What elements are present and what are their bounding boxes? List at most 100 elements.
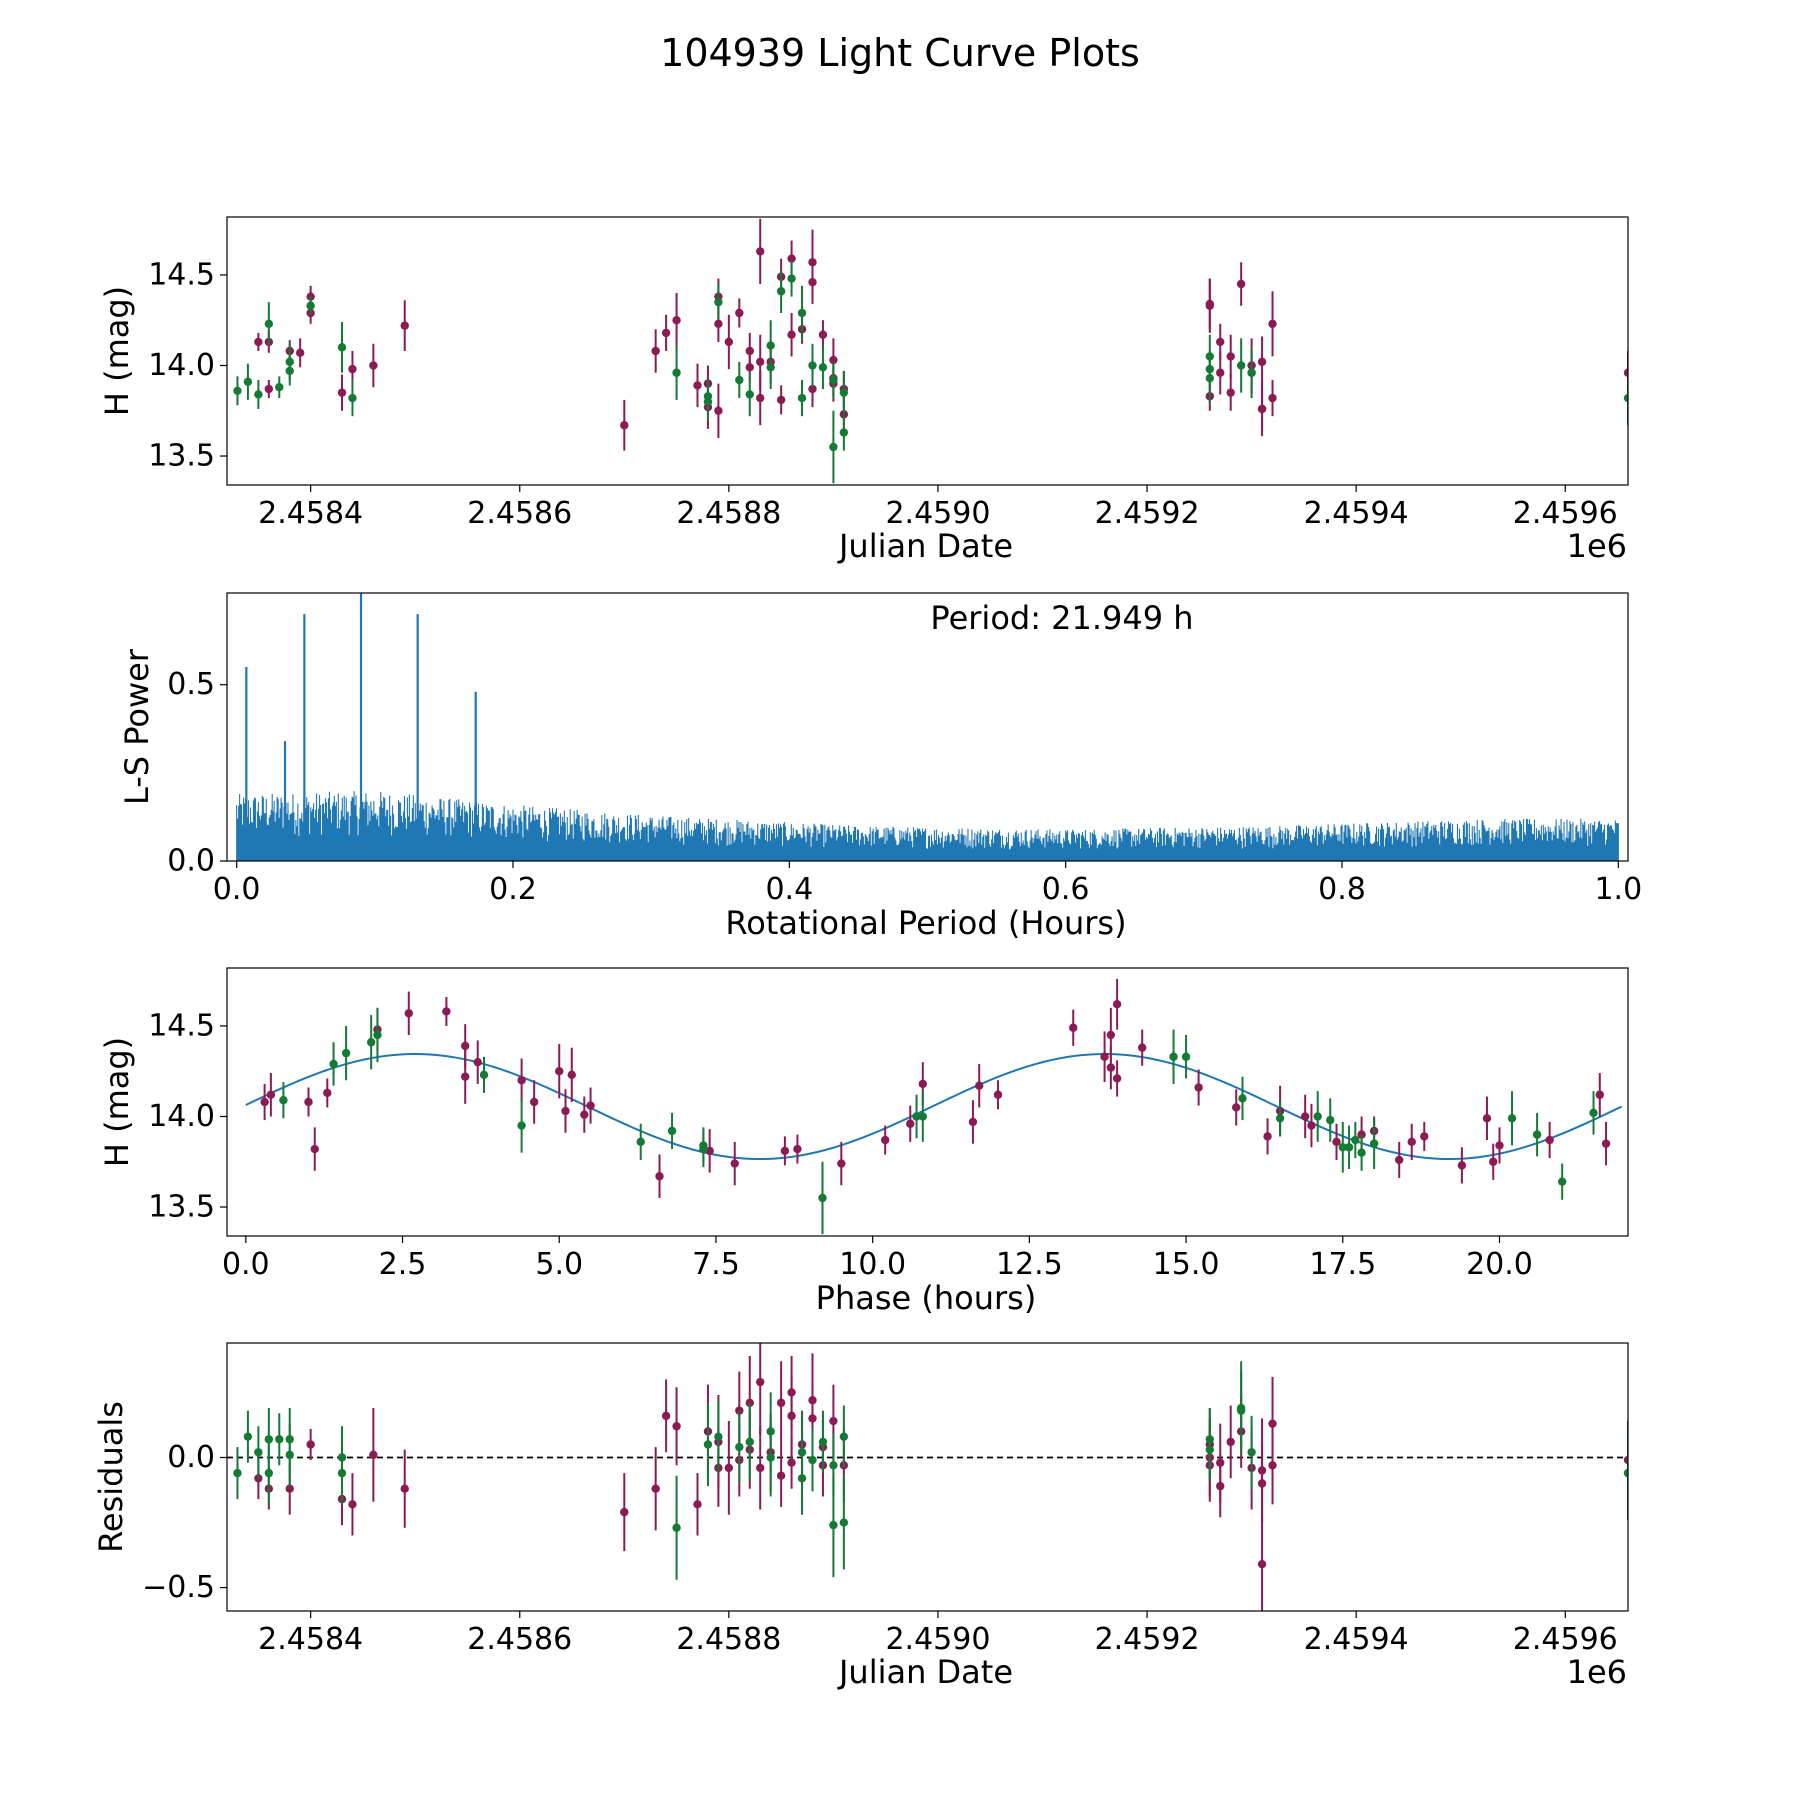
residuals-point-g bbox=[254, 1448, 263, 1457]
phased-point-r bbox=[968, 1117, 978, 1127]
phased-point-r bbox=[442, 1007, 451, 1016]
periodogram-xtick-label: 0.6 bbox=[1042, 872, 1090, 907]
phased-point-g bbox=[279, 1095, 288, 1105]
phased-panel: 0.0 2.5 5.0 7.5 10.0 12.5 15.0 17.5 20.0 13.5 14.0… bbox=[98, 967, 1629, 1317]
residuals-xtick-label: 2.4594 bbox=[1304, 1622, 1409, 1657]
phased-point-g bbox=[918, 1112, 927, 1121]
residuals-xtick-label: 2.4596 bbox=[1513, 1622, 1618, 1657]
residuals-point-g bbox=[797, 1474, 807, 1483]
periodogram-frame bbox=[226, 592, 1629, 862]
phased-point-r bbox=[586, 1101, 595, 1110]
phased-point-r bbox=[1395, 1155, 1404, 1165]
lightcurve-point-r bbox=[1226, 388, 1235, 397]
phased-point-r bbox=[1420, 1132, 1429, 1141]
residuals-xtick-label: 2.4584 bbox=[258, 1622, 363, 1657]
lightcurve-point-g bbox=[714, 297, 723, 307]
phased-point-g bbox=[1275, 1114, 1285, 1123]
phased-point-r bbox=[993, 1090, 1003, 1099]
phased-point-r bbox=[1489, 1157, 1498, 1166]
phased-point-g bbox=[1351, 1135, 1360, 1145]
lightcurve-point-r bbox=[787, 330, 796, 339]
residuals-point-g bbox=[808, 1455, 817, 1465]
lightcurve-point-r bbox=[808, 384, 817, 394]
lightcurve-point-g bbox=[839, 388, 849, 397]
phased-point-r bbox=[906, 1119, 915, 1128]
lightcurve-point-g bbox=[839, 428, 849, 437]
residuals-point-r bbox=[369, 1450, 378, 1460]
residuals-point-r bbox=[348, 1500, 357, 1509]
lightcurve-point-g bbox=[808, 361, 817, 370]
periodogram-xtick-label: 0.8 bbox=[1318, 872, 1366, 907]
lightcurve-point-r bbox=[1236, 279, 1246, 289]
residuals-point-r bbox=[787, 1458, 796, 1467]
phased-point-r bbox=[975, 1081, 984, 1090]
phased-point-r bbox=[880, 1135, 890, 1145]
residuals-point-g bbox=[745, 1437, 754, 1447]
phased-point-g bbox=[329, 1059, 338, 1069]
phased-point-r bbox=[730, 1159, 739, 1168]
phased-point-r bbox=[304, 1097, 313, 1107]
residuals-plot-area bbox=[227, 1343, 1628, 1611]
lightcurve-point-g bbox=[306, 301, 315, 310]
phased-xtick-label: 5.0 bbox=[535, 1247, 583, 1282]
residuals-xtick-label: 2.4590 bbox=[885, 1622, 990, 1657]
lightcurve-point-g bbox=[243, 377, 253, 386]
phased-point-g bbox=[479, 1070, 489, 1080]
lightcurve-panel: 2.4584 2.4586 2.4588 2.4590 2.4592 2.4594 2.45… bbox=[98, 216, 1629, 565]
phased-point-g bbox=[912, 1112, 921, 1121]
phased-point-g bbox=[341, 1048, 351, 1058]
periodogram-plot-area bbox=[236, 593, 1619, 861]
lightcurve-point-g bbox=[285, 357, 294, 367]
residuals-point-r bbox=[787, 1388, 796, 1397]
residuals-point-g bbox=[1236, 1406, 1246, 1415]
lightcurve-point-r bbox=[756, 393, 765, 403]
residuals-ytick-label: 0.0 bbox=[167, 1440, 215, 1475]
phased-xlabel: Phase (hours) bbox=[816, 1279, 1037, 1317]
residuals-point-r bbox=[1623, 1455, 1628, 1465]
residuals-point-r bbox=[776, 1471, 786, 1480]
figure-title: 104939 Light Curve Plots bbox=[660, 31, 1140, 75]
residuals-point-r bbox=[724, 1463, 734, 1473]
lightcurve-point-r bbox=[756, 247, 765, 256]
residuals-point-r bbox=[1226, 1437, 1235, 1447]
residuals-xtick-label: 2.4586 bbox=[467, 1622, 572, 1657]
lightcurve-point-r bbox=[1268, 319, 1277, 329]
phased-xtick-label: 2.5 bbox=[379, 1247, 427, 1282]
residuals-panel: 2.4584 2.4586 2.4588 2.4590 2.4592 2.4594 2.45… bbox=[92, 1342, 1629, 1691]
periodogram-panel: 0.0 0.2 0.4 0.6 0.8 1.0 0.0 0.5 Period: 21.949 … bbox=[118, 592, 1642, 942]
phased-point-r bbox=[1106, 1063, 1116, 1072]
residuals-point-r bbox=[808, 1414, 817, 1423]
phased-point-r bbox=[1545, 1135, 1554, 1145]
phased-ticks: 0.0 2.5 5.0 7.5 10.0 12.5 15.0 17.5 20.0 13.5 14.0… bbox=[148, 1008, 1533, 1282]
residuals-ytick-label: −0.5 bbox=[142, 1570, 215, 1605]
residuals-point-g bbox=[243, 1432, 253, 1441]
lightcurve-ticks: 2.4584 2.4586 2.4588 2.4590 2.4592 2.4594 2.45… bbox=[148, 257, 1618, 531]
phased-point-r bbox=[793, 1144, 802, 1154]
lightcurve-ytick-label: 14.5 bbox=[148, 257, 215, 292]
periodogram-xtick-label: 0.4 bbox=[765, 872, 813, 907]
periodogram-ytick-label: 0.0 bbox=[167, 844, 215, 879]
phased-point-r bbox=[1263, 1132, 1272, 1141]
residuals-point-g bbox=[337, 1453, 347, 1462]
lightcurve-point-r bbox=[735, 308, 744, 318]
lightcurve-xtick-label: 2.4584 bbox=[258, 496, 363, 531]
residuals-point-r bbox=[400, 1484, 409, 1493]
phased-marks bbox=[245, 978, 1623, 1235]
phased-point-r bbox=[655, 1172, 664, 1181]
periodogram-ylabel: L-S Power bbox=[118, 648, 156, 805]
lightcurve-point-r bbox=[829, 355, 838, 365]
phased-point-r bbox=[266, 1090, 276, 1099]
residuals-point-g bbox=[839, 1518, 849, 1527]
lightcurve-point-r bbox=[1226, 352, 1235, 361]
residuals-point-g bbox=[1623, 1468, 1628, 1478]
lightcurve-point-r bbox=[369, 361, 378, 370]
phased-point-g bbox=[1181, 1052, 1191, 1061]
residuals-point-g bbox=[1205, 1445, 1214, 1454]
lightcurve-point-r bbox=[818, 330, 828, 339]
phased-point-r bbox=[1595, 1090, 1604, 1099]
residuals-point-r bbox=[776, 1398, 786, 1408]
residuals-point-g bbox=[264, 1435, 274, 1444]
residuals-point-r bbox=[1268, 1419, 1277, 1428]
phased-point-r bbox=[461, 1072, 470, 1081]
lightcurve-point-r bbox=[776, 395, 786, 405]
